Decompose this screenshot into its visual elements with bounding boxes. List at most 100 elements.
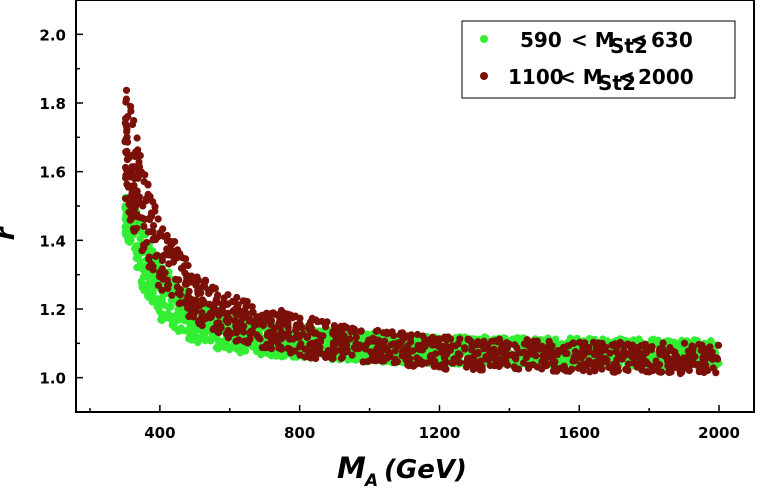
data-point-series-2 [159, 225, 167, 233]
data-point-series-2 [164, 284, 172, 293]
data-point-series-2 [404, 361, 412, 369]
data-point-series-2 [648, 363, 656, 371]
data-point-series-2 [553, 351, 561, 359]
data-point-series-2 [580, 360, 589, 368]
data-point-series-2 [299, 330, 307, 338]
data-point-series-1 [214, 342, 222, 350]
data-point-series-2 [193, 273, 201, 281]
data-point-series-2 [140, 244, 148, 252]
data-point-series-2 [287, 349, 295, 357]
data-point-series-2 [148, 212, 156, 220]
data-point-series-2 [359, 358, 367, 366]
data-point-series-2 [182, 280, 191, 288]
data-point-series-2 [157, 270, 165, 278]
data-point-series-2 [416, 356, 424, 364]
data-point-series-2 [318, 317, 326, 326]
data-point-series-2 [683, 363, 692, 371]
data-point-series-2 [270, 324, 278, 332]
data-point-series-2 [192, 301, 200, 309]
data-point-series-2 [469, 353, 478, 361]
data-point-series-2 [500, 349, 508, 357]
data-point-series-2 [228, 297, 237, 306]
data-point-series-2 [141, 215, 149, 223]
data-point-series-2 [432, 341, 441, 349]
legend-entry-1-sub: St2 [610, 34, 648, 58]
data-point-series-2 [324, 347, 332, 355]
data-point-series-2 [123, 156, 131, 164]
data-point-series-1 [134, 263, 142, 272]
x-tick-label: 400 [144, 424, 175, 442]
data-point-series-2 [579, 367, 587, 375]
data-point-series-2 [571, 348, 580, 356]
data-point-series-2 [205, 289, 213, 298]
data-point-series-2 [352, 333, 360, 341]
data-point-series-2 [147, 260, 155, 268]
data-point-series-2 [585, 348, 593, 356]
data-point-series-2 [613, 361, 621, 369]
data-point-series-2 [616, 340, 624, 348]
data-point-series-2 [708, 355, 717, 363]
data-point-series-2 [480, 345, 488, 353]
data-point-series-2 [455, 358, 463, 366]
data-point-series-2 [125, 200, 133, 208]
data-point-series-2 [130, 182, 138, 190]
data-point-series-1 [164, 303, 172, 311]
data-point-series-2 [206, 314, 214, 322]
data-point-series-1 [139, 263, 148, 271]
legend-marker-series-1 [480, 35, 488, 43]
data-point-series-1 [150, 298, 158, 306]
data-point-series-1 [148, 283, 156, 291]
data-point-series-2 [624, 366, 632, 375]
data-point-series-2 [122, 148, 130, 156]
data-point-series-2 [343, 324, 351, 332]
data-point-series-2 [539, 351, 547, 360]
data-point-series-2 [124, 112, 132, 121]
data-point-series-2 [551, 358, 559, 366]
data-point-series-2 [676, 370, 685, 378]
x-axis-title-main: M [337, 451, 366, 485]
data-point-series-2 [122, 98, 130, 106]
data-point-series-2 [140, 222, 148, 230]
legend-entry-series-2: 1100 < M St2 < 2000 [508, 65, 694, 95]
data-point-series-2 [346, 335, 354, 343]
data-point-series-1 [199, 332, 208, 340]
data-point-series-2 [438, 348, 446, 356]
data-point-series-2 [123, 128, 131, 136]
data-point-series-2 [135, 193, 143, 201]
data-point-series-2 [576, 338, 584, 346]
x-axis-title-unit: (GeV) [384, 455, 467, 485]
data-point-series-1 [138, 279, 146, 287]
y-tick-label: 1.4 [39, 232, 66, 250]
data-point-series-2 [648, 343, 656, 351]
data-point-series-2 [409, 347, 417, 355]
x-tick-label: 2000 [698, 424, 740, 442]
data-point-series-2 [589, 338, 598, 346]
data-point-series-2 [697, 346, 705, 355]
data-point-series-2 [246, 330, 254, 338]
data-point-series-2 [451, 342, 459, 350]
data-point-series-2 [186, 300, 194, 309]
data-point-series-1 [154, 304, 162, 312]
data-point-series-2 [523, 341, 532, 349]
data-point-series-2 [545, 337, 553, 345]
data-point-series-2 [122, 122, 130, 130]
data-point-series-2 [472, 364, 480, 372]
data-point-series-2 [375, 345, 383, 353]
data-point-series-2 [522, 353, 531, 362]
axis-ticks: 400 800 1200 1600 2000 1.0 1.2 1.4 1.6 1.8 2.0 [39, 26, 740, 442]
data-point-series-2 [180, 299, 188, 307]
data-point-series-2 [538, 365, 546, 373]
legend-entry-2-sub: St2 [598, 71, 636, 95]
data-point-series-2 [671, 351, 679, 359]
data-point-series-1 [149, 275, 157, 283]
data-point-series-2 [701, 356, 709, 364]
data-point-series-2 [359, 343, 367, 351]
data-point-series-2 [322, 353, 330, 362]
data-point-series-2 [312, 354, 320, 363]
legend-marker-series-2 [480, 72, 488, 80]
legend-entry-1-lt: < [630, 28, 647, 52]
data-point-series-2 [263, 331, 271, 339]
legend-entry-1-mid: < M [571, 28, 615, 52]
data-point-series-2 [624, 350, 632, 358]
data-point-series-2 [562, 367, 570, 375]
